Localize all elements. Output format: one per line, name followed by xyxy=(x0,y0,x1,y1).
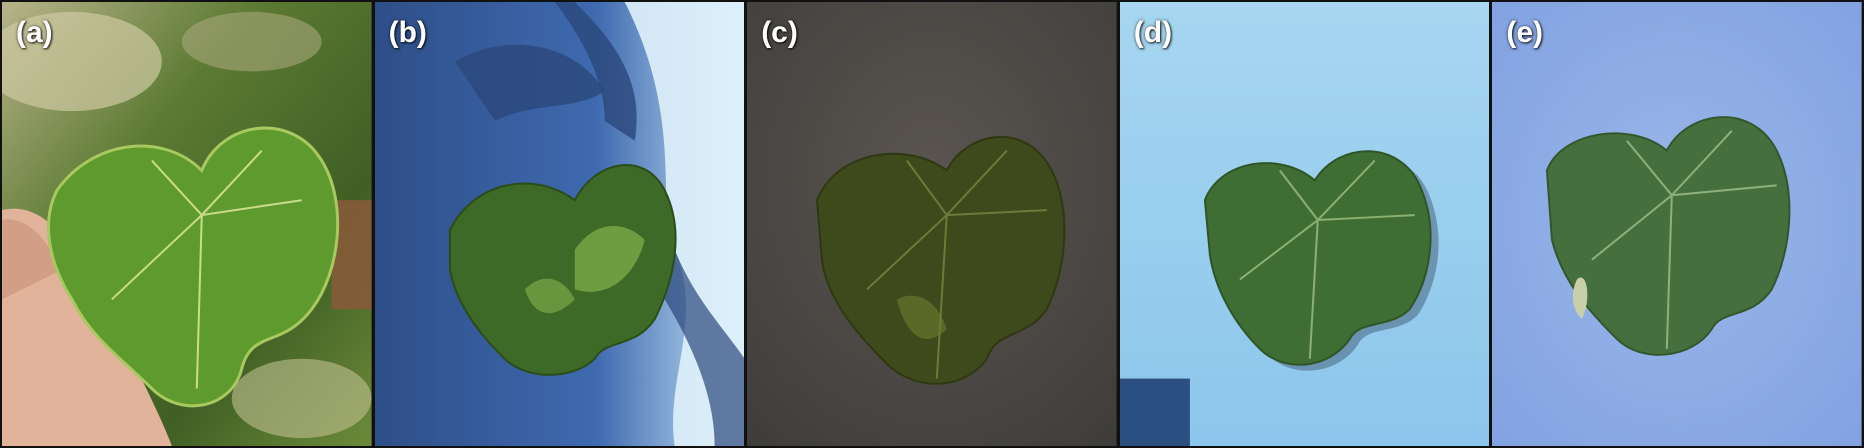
panel-e: (e) xyxy=(1492,2,1862,446)
panel-label: (a) xyxy=(16,16,53,49)
panel-a-photo xyxy=(2,2,372,446)
panel-c-photo xyxy=(747,2,1117,446)
panel-d: (d) xyxy=(1119,2,1490,446)
panel-e-photo xyxy=(1492,2,1862,446)
panel-c: (c) xyxy=(747,2,1117,446)
panel-b-photo xyxy=(374,2,745,446)
panel-b: (b) xyxy=(374,2,745,446)
panel-a: (a) xyxy=(2,2,372,446)
panel-label: (b) xyxy=(388,16,427,49)
panel-label: (e) xyxy=(1506,16,1544,49)
panel-label: (d) xyxy=(1133,16,1173,49)
panel-d-photo xyxy=(1119,2,1490,446)
panel-label: (c) xyxy=(761,16,798,49)
